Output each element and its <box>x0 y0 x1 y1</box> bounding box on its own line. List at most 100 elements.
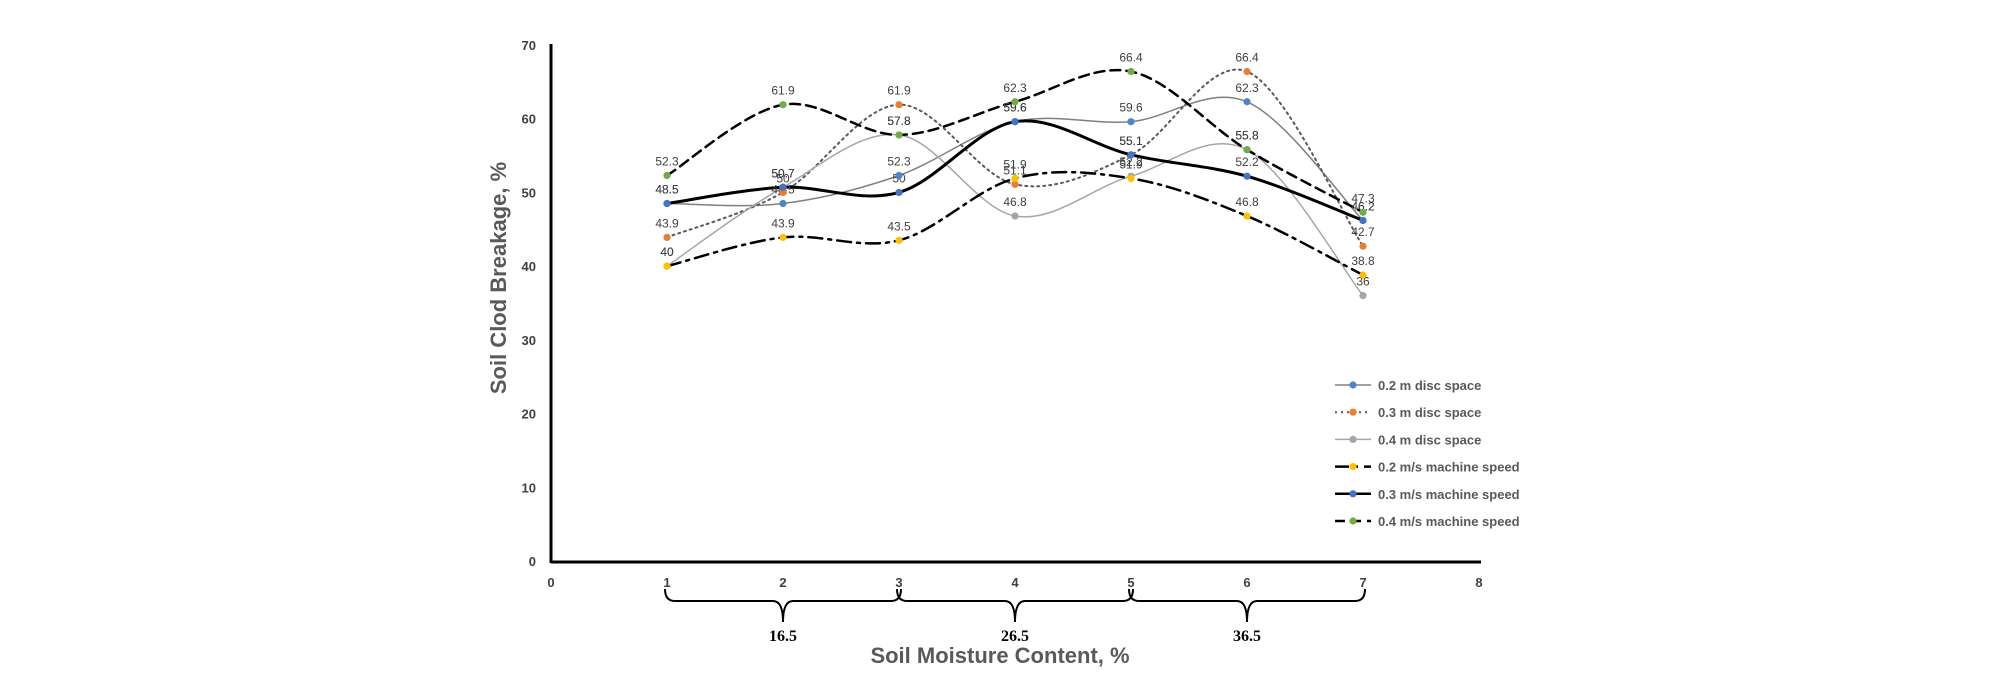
data-point-marker <box>895 171 903 180</box>
data-label: 52.2 <box>1119 155 1143 169</box>
data-point-marker <box>779 199 787 208</box>
data-point-marker <box>779 101 787 109</box>
group-brace <box>664 588 902 623</box>
data-label: 59.6 <box>1003 101 1027 115</box>
data-point-marker <box>1011 212 1019 220</box>
data-point-marker <box>1243 146 1251 154</box>
y-tick-label: 30 <box>522 333 536 348</box>
axes <box>549 44 1481 564</box>
y-tick-label: 70 <box>522 38 536 53</box>
data-label: 50.7 <box>771 166 795 180</box>
data-label: 50 <box>776 171 790 185</box>
x-tick-label: 0 <box>547 575 554 590</box>
data-label: 55.8 <box>1235 129 1259 143</box>
legend-marker <box>1349 517 1357 525</box>
data-label: 46.2 <box>1351 199 1375 213</box>
data-point-marker <box>1011 98 1019 106</box>
data-label: 61.9 <box>887 84 911 98</box>
data-point-marker <box>1127 151 1135 159</box>
y-tick-labels: 0 10 20 30 40 50 60 70 <box>522 38 536 569</box>
legend-marker <box>1349 463 1357 471</box>
data-point-marker <box>1243 172 1251 180</box>
data-label: 57.8 <box>887 114 911 128</box>
legend: 0.2 m disc space 0.3 m disc space 0.4 m di… <box>1335 378 1520 529</box>
data-label: 40 <box>660 245 674 259</box>
group-label: 36.5 <box>1233 628 1261 645</box>
data-label: 66.4 <box>1235 51 1259 65</box>
data-point-marker <box>1127 174 1135 183</box>
x-tick-label: 6 <box>1243 575 1250 590</box>
data-point-marker <box>1011 180 1019 188</box>
data-point-marker <box>779 188 787 197</box>
data-label: 61.9 <box>771 84 795 98</box>
data-point-marker <box>779 183 787 191</box>
group-brace <box>1128 588 1366 623</box>
data-label: 62.3 <box>1003 81 1027 95</box>
data-label: 43.5 <box>887 219 911 233</box>
x-tick-label: 7 <box>1359 575 1366 590</box>
data-label: 38.8 <box>1351 254 1375 268</box>
data-point-marker <box>1359 242 1367 250</box>
legend-label: 0.2 m/s machine speed <box>1378 460 1520 475</box>
data-label: 43.9 <box>655 216 679 230</box>
data-point-marker <box>1243 98 1251 106</box>
data-label: 46.8 <box>1003 195 1027 209</box>
data-point-marker <box>663 199 671 208</box>
data-label: 47.3 <box>1351 191 1375 205</box>
data-labels: 48.548.552.359.659.662.346.243.95061.951… <box>655 51 1375 289</box>
data-label: 52.3 <box>887 154 911 168</box>
group-label: 26.5 <box>1001 628 1029 645</box>
x-tick-label: 3 <box>895 575 902 590</box>
x-tick-label: 8 <box>1475 575 1482 590</box>
data-label: 59.6 <box>1003 101 1027 115</box>
legend-label: 0.4 m disc space <box>1378 432 1481 447</box>
data-label: 46.2 <box>1351 199 1375 213</box>
y-tick-label: 20 <box>522 407 536 422</box>
data-point-marker <box>895 188 903 197</box>
data-label: 46.8 <box>1235 195 1259 209</box>
data-label: 51.9 <box>1003 157 1027 171</box>
legend-label: 0.4 m/s machine speed <box>1378 514 1520 529</box>
x-tick-label: 5 <box>1127 575 1134 590</box>
data-label: 48.5 <box>655 182 679 196</box>
data-label: 36 <box>1356 275 1370 289</box>
data-point-marker <box>1359 216 1367 225</box>
legend-marker <box>1349 490 1357 498</box>
data-label: 66.4 <box>1119 51 1143 65</box>
x-tick-labels: 0 1 2 3 4 5 6 7 8 <box>547 575 1482 590</box>
data-point-marker <box>1359 208 1367 216</box>
x-axis-title: Soil Moisture Content, % <box>870 643 1129 668</box>
data-label: 57.8 <box>887 114 911 128</box>
legend-marker <box>1349 435 1357 443</box>
data-label: 42.7 <box>1351 225 1375 239</box>
legend-label: 0.3 m/s machine speed <box>1378 487 1520 502</box>
y-tick-label: 0 <box>529 554 536 569</box>
x-tick-label: 2 <box>779 575 786 590</box>
data-label: 50.7 <box>771 166 795 180</box>
data-point-marker <box>1011 118 1019 126</box>
legend-label: 0.3 m disc space <box>1378 405 1481 420</box>
data-point-marker <box>663 171 671 180</box>
data-label: 62.3 <box>1235 81 1259 95</box>
data-point-marker <box>895 101 903 109</box>
y-axis-title: Soil Clod Breakage, % <box>486 162 511 394</box>
data-point-marker <box>663 233 671 241</box>
group-brace <box>896 588 1134 623</box>
data-label: 43.9 <box>771 216 795 230</box>
data-point-marker <box>1011 174 1019 183</box>
data-label: 55.8 <box>1235 129 1259 143</box>
y-tick-label: 60 <box>522 112 536 127</box>
data-point-marker <box>1243 212 1251 220</box>
y-tick-label: 40 <box>522 259 536 274</box>
data-label: 52.2 <box>1235 155 1259 169</box>
y-tick-label: 10 <box>522 480 536 495</box>
data-label: 59.6 <box>1119 101 1143 115</box>
data-label: 51.1 <box>1003 163 1027 177</box>
data-point-marker <box>779 233 787 241</box>
data-label: 55.1 <box>1119 134 1143 148</box>
x-tick-label: 1 <box>663 575 670 590</box>
data-point-marker <box>895 236 903 244</box>
data-label: 48.5 <box>655 182 679 196</box>
y-tick-label: 50 <box>522 185 536 200</box>
